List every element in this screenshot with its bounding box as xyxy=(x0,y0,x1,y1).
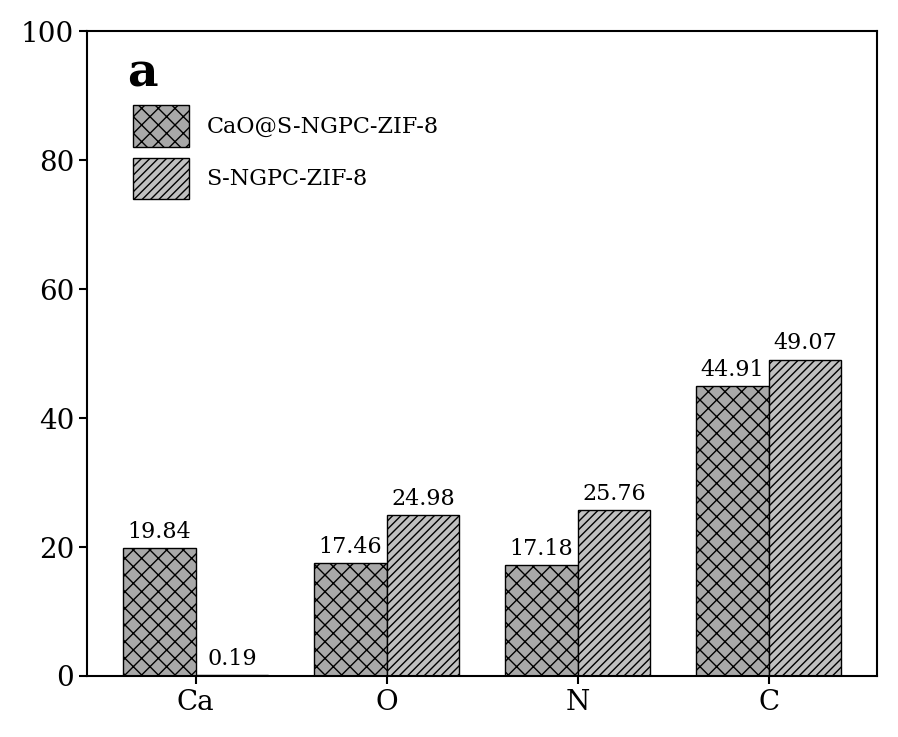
Text: 25.76: 25.76 xyxy=(582,483,646,505)
Bar xyxy=(196,675,269,676)
Legend: CaO@S-NGPC-ZIF-8, S-NGPC-ZIF-8: CaO@S-NGPC-ZIF-8, S-NGPC-ZIF-8 xyxy=(122,94,450,211)
Text: a: a xyxy=(127,51,157,97)
Bar xyxy=(769,360,841,676)
Text: 17.46: 17.46 xyxy=(319,537,383,558)
Bar xyxy=(577,510,650,676)
Text: 0.19: 0.19 xyxy=(207,648,257,670)
Bar xyxy=(123,548,196,676)
Bar xyxy=(387,515,459,676)
Text: 44.91: 44.91 xyxy=(700,360,764,381)
Bar xyxy=(506,565,577,676)
Text: 17.18: 17.18 xyxy=(509,538,573,560)
Bar xyxy=(696,386,769,676)
Text: 24.98: 24.98 xyxy=(392,488,455,510)
Bar xyxy=(314,563,387,676)
Text: 19.84: 19.84 xyxy=(128,521,191,543)
Text: 49.07: 49.07 xyxy=(773,332,837,354)
